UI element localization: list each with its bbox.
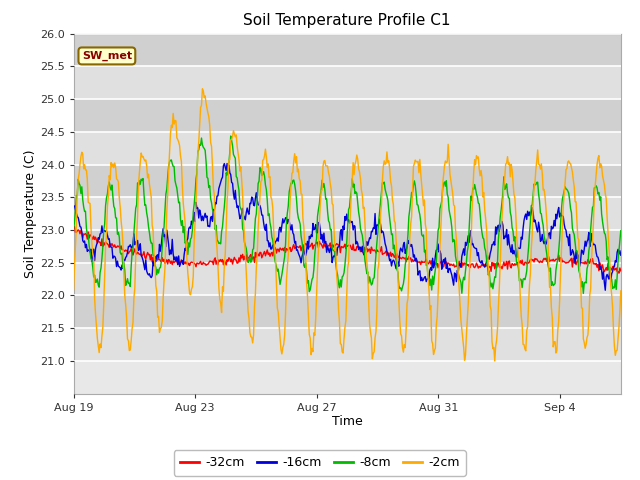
Bar xyxy=(74,132,621,165)
Text: SW_met: SW_met xyxy=(82,51,132,61)
Bar xyxy=(74,328,621,361)
Bar xyxy=(74,99,621,132)
Title: Soil Temperature Profile C1: Soil Temperature Profile C1 xyxy=(243,13,451,28)
Bar xyxy=(74,295,621,328)
Bar xyxy=(74,197,621,230)
Bar xyxy=(74,165,621,197)
Bar xyxy=(74,34,621,66)
Legend: -32cm, -16cm, -8cm, -2cm: -32cm, -16cm, -8cm, -2cm xyxy=(174,450,466,476)
X-axis label: Time: Time xyxy=(332,415,363,429)
Y-axis label: Soil Temperature (C): Soil Temperature (C) xyxy=(24,149,37,278)
Bar xyxy=(74,66,621,99)
Bar xyxy=(74,263,621,295)
Bar xyxy=(74,230,621,263)
